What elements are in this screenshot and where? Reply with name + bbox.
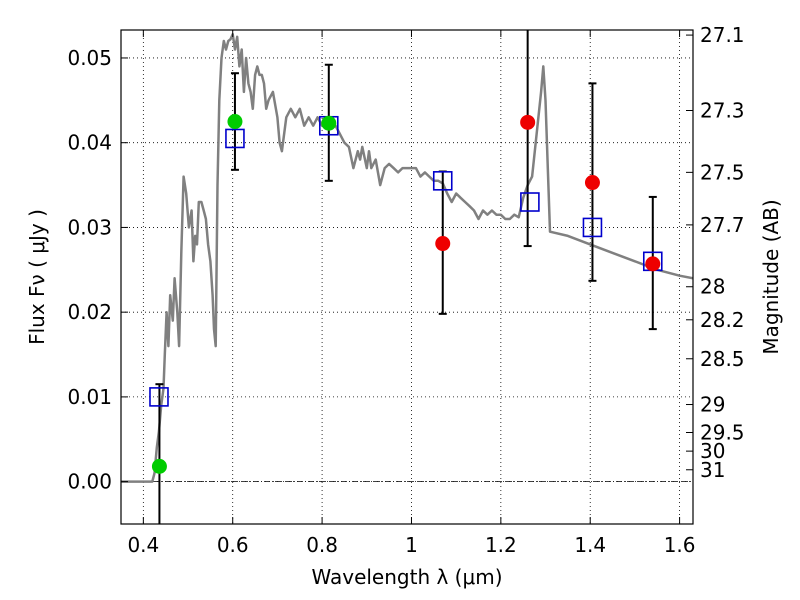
- y-tick-label: 0.01: [67, 385, 112, 409]
- y2-tick-label: 28.2: [700, 308, 745, 332]
- model-box-point: [582, 217, 603, 238]
- y2-tick-label: 27.3: [700, 98, 745, 122]
- y2-tick-label: 27.5: [700, 160, 745, 184]
- plot-frame: [120, 29, 694, 525]
- sed-line: [121, 32, 693, 483]
- x-axis-label: Wavelength λ (μm): [311, 565, 502, 589]
- green-data-point: [321, 115, 337, 131]
- red-data-point: [435, 236, 451, 252]
- y2-tick-label: 27.7: [700, 213, 745, 237]
- y-tick-label: 0.04: [67, 131, 112, 155]
- y-tick-label: 0.00: [67, 470, 112, 494]
- y2-tick-label: 29.5: [700, 420, 745, 444]
- y-axis: 0.00 0.01 0.02 0.03 0.04 0.05: [67, 46, 128, 494]
- model-box-point: [149, 387, 169, 407]
- y2-tick-label: 31: [700, 458, 725, 482]
- model-box-point: [432, 171, 453, 191]
- red-data-point: [584, 175, 600, 191]
- model-box-point: [520, 192, 540, 212]
- x-tick-label: 1.4: [574, 533, 606, 557]
- model-box-point: [225, 128, 245, 149]
- red-data-point: [645, 256, 661, 272]
- y2-tick-label: 29: [700, 393, 725, 417]
- y-tick-label: 0.02: [67, 300, 112, 324]
- x-tick-label: 1.6: [664, 533, 696, 557]
- x-tick-label: 0.4: [127, 533, 159, 557]
- y2-tick-label: 27.1: [700, 23, 745, 47]
- x-tick-label: 0.8: [306, 533, 338, 557]
- x-tick-label: 1: [405, 533, 418, 557]
- x-axis: 0.4 0.6 0.8 1 1.2 1.4 1.6: [127, 30, 696, 557]
- y2-tick-label: 28: [700, 275, 725, 299]
- y-tick-label: 0.03: [67, 215, 112, 239]
- data-points: [151, 114, 661, 474]
- x-tick-label: 1.2: [485, 533, 517, 557]
- y2-tick-label: 30: [700, 439, 725, 463]
- y2-axis-label: Magnitude (AB): [759, 199, 783, 354]
- y-tick-label: 0.05: [67, 46, 112, 70]
- red-data-point: [520, 114, 536, 130]
- green-data-point: [151, 458, 167, 474]
- y2-tick-label: 28.5: [700, 347, 745, 371]
- sed-spectrum-line: [121, 32, 693, 483]
- green-data-point: [227, 114, 243, 130]
- x-tick-label: 0.6: [217, 533, 249, 557]
- y-axis-label: Flux Fν ( μJy ): [25, 209, 49, 345]
